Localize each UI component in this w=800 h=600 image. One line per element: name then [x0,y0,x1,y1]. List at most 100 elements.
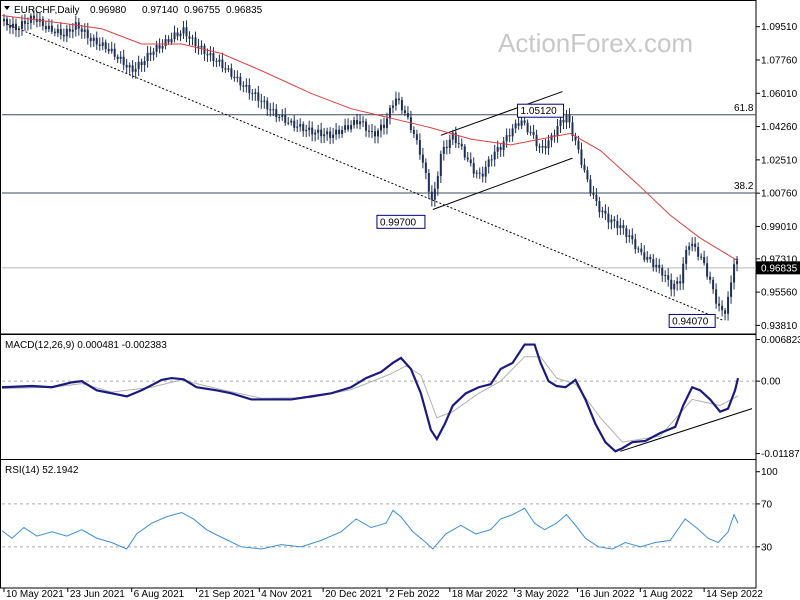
price-y-tick-label: 1.07760 [761,55,798,66]
candle-body [95,37,98,45]
collapse-arrow-icon [4,6,10,10]
candle-body [50,25,53,32]
candle-body [206,54,209,56]
candle-body [460,143,463,147]
candle-body [275,109,278,117]
rsi-line [1,507,739,550]
macd-y-tick-label: 0.00 [761,377,781,388]
candle-body [269,109,272,111]
candle-body [149,52,152,55]
candle-body [257,92,260,101]
candle-body [65,28,68,37]
x-tick-label: 16 Jun 2022 [579,589,634,600]
candle-body [619,225,622,229]
candle-body [119,56,122,60]
candle-body [508,135,511,137]
candle-body [266,100,269,110]
candle-body [661,267,664,276]
candle-body [314,132,317,135]
candle-body [607,213,610,223]
candle-body [251,93,254,95]
candle-body [260,100,263,102]
candle-body [296,126,299,128]
candle-body [442,146,445,154]
candle-body [571,122,574,136]
x-tick-label: 10 May 2021 [6,589,64,600]
candle-body [652,259,655,268]
candle-body [32,15,35,19]
candle-body [218,59,221,62]
candle-body [640,248,643,253]
price-chart-title: EURCHF,Daily [14,5,80,16]
candle-body [146,52,149,62]
candle-body [532,131,535,135]
candle-body [388,107,391,119]
candle-body [457,143,460,145]
candle-body [481,173,484,177]
candle-body [529,131,532,133]
candle-body [368,130,371,132]
candle-body [391,105,394,108]
candle-body [194,37,197,47]
candle-body [685,249,688,264]
candle-body [541,145,544,148]
x-tick-label: 3 May 2022 [517,589,570,600]
candle-body [302,124,305,132]
candle-body [272,109,275,111]
candle-body [80,28,83,32]
candle-body [625,228,628,237]
candle-body [287,122,290,124]
candle-body [400,100,403,111]
candle-body [379,124,382,131]
rsi-y-tick-label: 30 [761,542,773,553]
candle-body [248,85,251,94]
price-y-tick-label: 1.09510 [761,22,798,33]
candle-body [595,194,598,202]
candle-body [610,219,613,223]
rsi-y-tick-label: 100 [761,467,778,478]
price-y-tick-label: 1.02510 [761,155,798,166]
ohlc-value: 0.96835 [226,5,263,16]
candle-body [230,68,233,77]
candle-body [308,127,311,131]
candle-body [628,235,631,237]
candle-body [535,134,538,147]
candle-body [215,60,218,62]
candle-body [580,149,583,165]
candle-body [553,135,556,137]
candle-body [694,243,697,248]
candle-body [664,275,667,277]
candle-body [691,243,694,247]
candle-body [589,179,592,193]
candle-body [538,146,541,148]
candle-body [484,166,487,177]
candle-body [152,51,155,55]
candle-body [116,56,119,60]
candle-body [56,28,59,34]
candle-body [299,124,302,127]
macd-y-tick-label: 0.006823 [761,335,800,346]
candle-body [137,61,140,70]
watermark-text: ActionForex.com [498,28,693,58]
x-tick-label: 20 Dec 2021 [325,589,382,600]
candle-body [655,264,658,268]
candle-body [326,131,329,135]
candle-body [92,37,95,41]
candle-body [454,132,457,144]
rsi-title: RSI(14) 52.1942 [5,465,79,476]
candle-body [350,124,353,130]
annotation-box [376,214,426,229]
candle-body [412,130,415,135]
candle-body [128,65,131,68]
fib-level-label: 38.2 [734,181,754,192]
candle-body [113,48,116,57]
candle-body [556,125,559,136]
candle-body [173,32,176,40]
channel-trendline [440,91,563,136]
candle-body [101,42,104,46]
candle-body [514,123,517,129]
candle-body [679,281,682,284]
candle-body [167,39,170,43]
candle-body [445,146,448,148]
candle-body [688,246,691,250]
